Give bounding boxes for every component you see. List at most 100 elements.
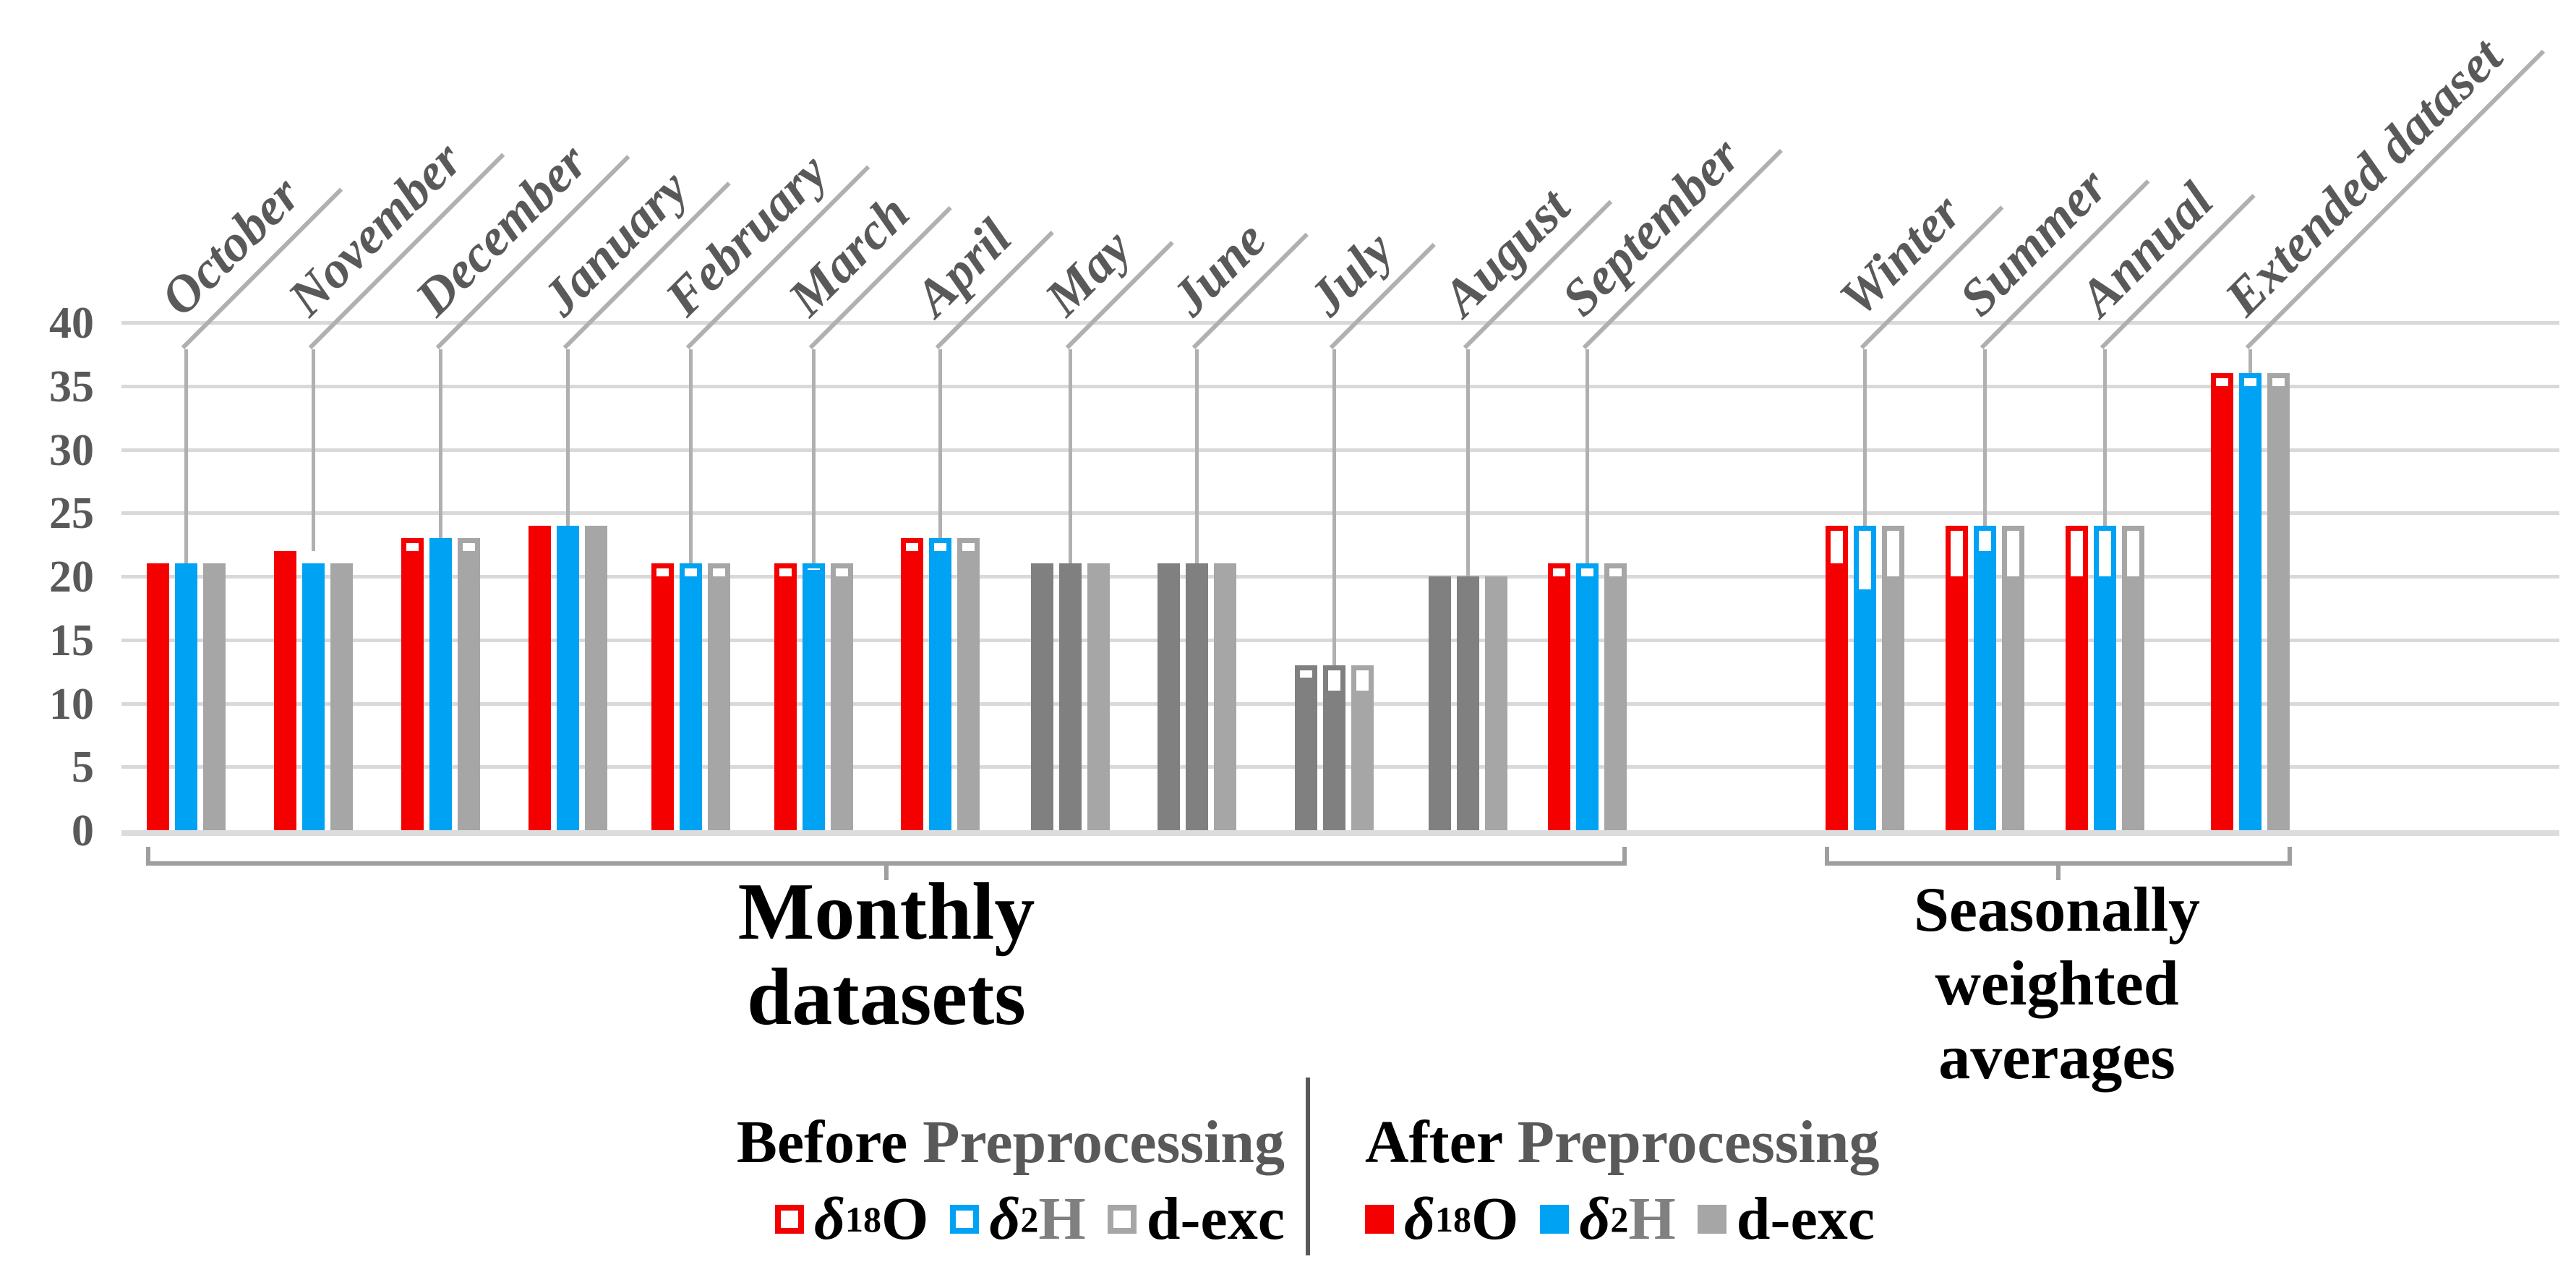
- bar-fill-Summer-d-exc: [2006, 576, 2019, 825]
- bar-December-d2H: [429, 538, 452, 830]
- bar-January-d-exc: [584, 525, 607, 830]
- legend-before-title: Before Preprocessing: [737, 1108, 1285, 1177]
- bar-fill-January-d18O: [533, 530, 546, 825]
- gray-filled-swatch-icon: [1697, 1205, 1726, 1234]
- oxygen-symbol: O: [1471, 1185, 1519, 1253]
- gridline-40: [121, 321, 2559, 325]
- bar-fill-Winter-d2H: [1858, 589, 1871, 825]
- bar-fill-March-d2H: [807, 570, 820, 825]
- gridline-0: [121, 830, 2559, 836]
- bar-fill-October-d2H: [179, 568, 192, 825]
- bar-March-d-exc: [830, 563, 853, 830]
- bar-March-d2H: [802, 563, 825, 830]
- bar-Annual-d-exc: [2121, 525, 2144, 830]
- bar-fill-Extended dataset-d2H: [2243, 385, 2256, 825]
- bar-Winter-d18O: [1825, 525, 1848, 830]
- leader-line-January: [566, 349, 570, 526]
- y-tick-label-40: 40: [49, 299, 94, 348]
- bar-fill-May-d2H: [1064, 568, 1077, 825]
- bar-fill-Annual-d18O: [2070, 576, 2083, 825]
- delta-glyph: δ: [813, 1185, 846, 1253]
- bar-fill-February-d-exc: [712, 576, 725, 825]
- y-tick-label-10: 10: [49, 679, 94, 729]
- bar-fill-January-d-exc: [589, 530, 602, 825]
- bar-September-d18O: [1547, 563, 1570, 830]
- bar-fill-June-d-exc: [1218, 568, 1231, 825]
- bar-fill-August-d2H: [1461, 581, 1474, 825]
- bar-fill-December-d18O: [406, 550, 419, 825]
- bar-fill-Summer-d2H: [1978, 550, 1991, 825]
- delta-glyph: δ: [989, 1185, 1021, 1253]
- leader-line-August: [1466, 349, 1470, 576]
- bar-fill-September-d-exc: [1609, 576, 1622, 825]
- seasonal-label-line2: weighted: [1935, 949, 2179, 1019]
- bar-January-d2H: [556, 525, 579, 830]
- bar-fill-Summer-d18O: [1950, 576, 1963, 825]
- bar-fill-Winter-d18O: [1830, 563, 1843, 825]
- leader-line-July: [1332, 349, 1336, 665]
- leader-line-Summer: [1983, 349, 1987, 526]
- leader-line-March: [812, 349, 816, 564]
- y-tick-label-20: 20: [49, 552, 94, 602]
- bar-October-d18O: [146, 563, 169, 830]
- dexc-symbol: d-exc: [1736, 1185, 1875, 1253]
- bracket-monthly-center-tick: [884, 866, 889, 880]
- bar-Extended dataset-d18O: [2210, 373, 2233, 830]
- bar-fill-December-d2H: [434, 543, 447, 825]
- bar-February-d2H: [679, 563, 702, 830]
- bar-fill-July-d-exc: [1356, 690, 1369, 825]
- bar-Summer-d2H: [1973, 525, 1996, 830]
- bar-fill-April-d2H: [933, 550, 946, 825]
- bar-April-d2H: [928, 538, 951, 830]
- bar-fill-February-d2H: [684, 576, 697, 825]
- bar-July-d2H: [1322, 665, 1345, 830]
- y-tick-label-35: 35: [49, 362, 94, 411]
- bar-fill-October-d-exc: [207, 568, 221, 825]
- bar-February-d18O: [651, 563, 674, 830]
- delta-glyph: δ: [1579, 1185, 1611, 1253]
- bar-fill-January-d2H: [561, 530, 574, 825]
- bracket-monthly-right-tick: [1622, 847, 1627, 866]
- dexc-symbol: d-exc: [1146, 1185, 1285, 1253]
- monthly-datasets-text: Monthly datasets: [737, 867, 1035, 1042]
- bar-August-d2H: [1456, 576, 1479, 830]
- bar-fill-November-d18O: [278, 555, 291, 825]
- bar-Winter-d2H: [1853, 525, 1876, 830]
- bar-Winter-d-exc: [1881, 525, 1904, 830]
- bar-December-d18O: [401, 538, 424, 830]
- bar-November-d-exc: [330, 563, 353, 830]
- bar-June-d18O: [1157, 563, 1180, 830]
- category-label-July: July: [1283, 197, 1436, 349]
- red-filled-swatch-icon: [1365, 1205, 1394, 1234]
- bracket-monthly-line: [146, 861, 1627, 866]
- leader-line-Extended dataset: [2248, 349, 2252, 374]
- bar-April-d-exc: [957, 538, 980, 830]
- bar-fill-November-d2H: [307, 568, 320, 825]
- bar-Summer-d18O: [1945, 525, 1968, 830]
- bar-October-d-exc: [202, 563, 226, 830]
- bar-fill-May-d-exc: [1092, 568, 1105, 825]
- bar-fill-Annual-d2H: [2098, 576, 2111, 825]
- bar-fill-Extended dataset-d-exc: [2272, 385, 2285, 825]
- bar-May-d-exc: [1087, 563, 1110, 830]
- bar-fill-Winter-d-exc: [1886, 576, 1899, 825]
- legend-before-title-strong: Before: [736, 1109, 908, 1176]
- legend-after-title-strong: After: [1365, 1109, 1502, 1176]
- bar-April-d18O: [900, 538, 923, 830]
- y-tick-label-30: 30: [49, 425, 94, 475]
- leader-line-October: [184, 349, 188, 564]
- bar-May-d18O: [1030, 563, 1053, 830]
- bar-October-d2H: [174, 563, 197, 830]
- bar-January-d18O: [528, 525, 551, 830]
- bar-Annual-d18O: [2065, 525, 2088, 830]
- bar-Extended dataset-d2H: [2238, 373, 2262, 830]
- leader-line-Annual: [2103, 349, 2107, 526]
- hydrogen-symbol: H: [1038, 1185, 1086, 1253]
- leader-line-Winter: [1863, 349, 1867, 526]
- bracket-seasonal-right-tick: [2288, 847, 2292, 866]
